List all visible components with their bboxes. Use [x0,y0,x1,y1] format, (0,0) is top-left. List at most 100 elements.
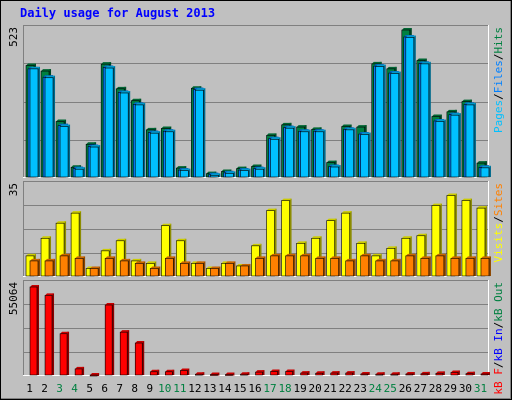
bar-top-sites [225,261,236,264]
bar-side-kb-f [187,368,190,375]
bar-top-hits [401,28,412,31]
bar-sites [300,255,309,277]
bar-kb-f [300,372,308,376]
bar-pages [119,92,129,178]
bar-top-hits [116,86,127,89]
bar-side-pages [323,129,326,177]
bar-top-sites [105,256,116,259]
bar-top-sites [150,266,161,269]
bar-kb-f [164,371,173,376]
bar-top-sites [180,261,191,264]
bar-side-pages [308,129,311,177]
bar-top-kb-f [270,369,280,372]
bar-kb-f [210,374,218,376]
bar-top-kb-f [480,372,490,375]
bar-top-pages [195,88,206,91]
bar-top-visits [266,208,277,211]
bar-pages [164,131,174,178]
bar-side-visits [274,208,277,276]
bar-kb-f [149,371,158,376]
bar-kb-f [465,373,474,376]
bar-side-pages [53,75,56,177]
x-tick-label: 30 [459,382,472,395]
bar-top-kb-f [105,303,115,306]
bar-pages [104,67,114,178]
bar-sites [285,255,294,277]
bar-top-pages [435,119,446,122]
x-tick-label: 22 [339,382,352,395]
bar-top-kb-f [435,371,445,374]
bar-side-pages [263,167,266,177]
bar-side-sites [68,253,71,276]
x-tick-label: 26 [399,382,412,395]
bar-pages [255,168,264,178]
bar-side-visits [454,193,457,276]
bar-top-sites [285,253,296,256]
bar-top-hits [131,98,142,101]
bar-side-sites [473,256,476,276]
bar-top-pages [360,132,371,135]
bar-kb-f [375,373,384,376]
bar-side-kb-f [247,372,250,376]
bar-top-sites [165,256,176,259]
bar-side-sites [368,253,371,276]
bar-sites [44,260,54,277]
legend-entry: Sites [492,183,505,216]
bar-top-hits [86,142,97,145]
bar-top-hits [476,161,487,164]
bar-top-hits [446,109,457,112]
x-tick-label: 13 [203,382,216,395]
bar-top-kb-f [360,372,370,375]
bar-sites [240,265,249,277]
bar-pages [134,104,144,178]
bar-kb-f [450,372,459,376]
bar-top-sites [135,261,146,264]
bar-sites [89,268,99,277]
bar-kb-f [345,372,353,376]
bar-top-hits [386,66,397,69]
bar-sites [390,260,400,277]
bar-top-visits [56,221,67,224]
bar-side-kb-f [112,303,115,375]
x-tick-label: 27 [414,382,427,395]
legend-entry: Pages [492,100,505,133]
bar-top-sites [360,253,371,256]
bar-side-kb-f [127,330,130,375]
bar-top-pages [225,171,236,174]
bar-kb-f [180,370,188,376]
bar-side-visits [484,206,487,276]
bar-side-sites [338,256,341,276]
bar-kb-f [435,373,444,376]
bar-top-visits [41,236,52,239]
bar-kb-f [74,368,83,376]
bar-side-sites [308,253,311,276]
bar-top-visits [356,241,367,244]
bar-side-visits [124,238,127,276]
bar-sites [59,255,69,277]
legend-entry: Hits [492,27,505,54]
bar-top-hits [56,119,67,122]
x-tick-label: 11 [173,382,186,395]
legend-entry: / [492,216,505,223]
bar-top-hits [161,126,172,129]
x-tick-label: 10 [158,382,171,395]
bar-side-kb-f [307,371,310,375]
bar-sites [225,263,234,277]
bar-side-visits [184,238,187,276]
bar-top-sites [375,258,386,261]
bar-pages [480,167,490,178]
bar-top-sites [480,256,491,259]
bar-side-kb-f [337,371,340,375]
bar-kb-f [405,373,414,376]
x-tick-label: 19 [293,382,306,395]
bar-side-kb-f [472,371,475,375]
bar-top-visits [461,198,472,201]
bar-side-pages [38,66,40,177]
x-tick-label: 31 [474,382,487,395]
bar-pages [89,146,99,178]
bar-pages [74,168,84,178]
bar-sites [435,255,445,277]
x-tick-label: 6 [101,382,108,395]
x-tick-label: 28 [429,382,442,395]
